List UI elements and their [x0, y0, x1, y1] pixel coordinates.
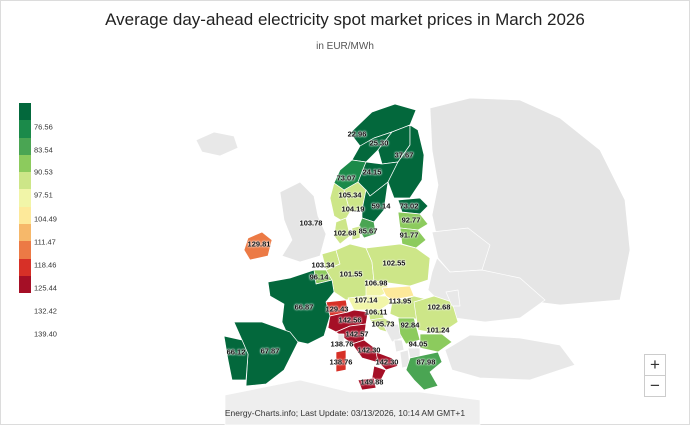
- price-label: 138.76: [329, 357, 353, 367]
- price-label: 92.77: [401, 215, 421, 225]
- legend-tick: 90.53: [34, 167, 53, 177]
- map-area-dk2: [351, 225, 361, 241]
- price-label: 142.56: [338, 315, 362, 325]
- price-label: 102.55: [382, 258, 406, 268]
- legend-tick: 111.47: [34, 237, 56, 247]
- price-label: 101.55: [339, 269, 363, 279]
- map-area-dk1: [333, 217, 351, 245]
- map-area-bg: [419, 333, 453, 353]
- price-label: 96.14: [309, 272, 329, 282]
- map-area-it-sicily: [357, 377, 377, 391]
- legend-tick: 132.42: [34, 306, 57, 316]
- map-area-pl: [365, 243, 431, 287]
- chart-subtitle: in EUR/MWh: [316, 41, 374, 52]
- footer-credit: Energy-Charts.info; Last Update: 03/13/2…: [224, 408, 466, 418]
- price-label: 87.98: [416, 357, 436, 367]
- legend-swatch: [19, 154, 31, 173]
- price-label: 102.68: [427, 302, 451, 312]
- legend-swatch: [19, 172, 31, 190]
- map-area-gb: [279, 181, 327, 263]
- map-area-ee: [397, 197, 429, 215]
- price-label: 91.77: [399, 230, 419, 240]
- price-label: 66.12: [226, 347, 246, 357]
- price-label: 22.96: [347, 129, 367, 139]
- price-label: 102.68: [333, 228, 357, 238]
- price-label: 101.24: [426, 325, 450, 335]
- legend-tick: 125.44: [34, 283, 57, 293]
- chart-title: Average day-ahead electricity spot marke…: [105, 10, 585, 29]
- price-label: 142.30: [375, 357, 399, 367]
- price-label: 113.95: [388, 296, 412, 306]
- price-label: 129.81: [247, 239, 271, 249]
- legend-swatch: [19, 189, 31, 207]
- price-label: 142.57: [345, 329, 369, 339]
- price-label: 105.73: [371, 319, 395, 329]
- map-area-iceland: [195, 131, 239, 157]
- price-label: 73.07: [336, 173, 356, 183]
- legend-tick: 104.49: [34, 214, 57, 224]
- price-label: 24.15: [362, 167, 382, 177]
- price-label: 37.67: [394, 150, 414, 160]
- legend-swatch: [19, 206, 31, 225]
- price-label: 106.11: [364, 307, 388, 317]
- map-area-it-south: [375, 351, 399, 371]
- price-label: 94.05: [408, 339, 428, 349]
- legend-tick: 139.40: [34, 329, 57, 339]
- map-area-me: [393, 339, 405, 353]
- map-area-rs: [397, 317, 421, 345]
- legend-swatch: [19, 137, 31, 155]
- legend-swatch: [19, 258, 31, 276]
- price-label: 67.87: [260, 346, 280, 356]
- map-area-it-cnorth: [335, 323, 367, 345]
- price-label: 59.14: [371, 201, 391, 211]
- map-area-turkey: [444, 334, 576, 381]
- price-label: 107.14: [354, 295, 378, 305]
- map-area-ro: [413, 295, 459, 335]
- legend-swatch: [19, 120, 31, 138]
- price-label: 149.88: [360, 377, 384, 387]
- map-area-lv: [397, 211, 429, 231]
- legend-swatch: [19, 275, 31, 294]
- legend-tick: 97.51: [34, 190, 53, 200]
- map-area-ie: [243, 231, 273, 261]
- map-area-corsica: [337, 333, 345, 347]
- map-area-sk: [381, 285, 415, 301]
- price-label: 103.78: [299, 218, 323, 228]
- map-area-north-africa: [224, 379, 481, 425]
- zoom-in-button[interactable]: +: [644, 354, 666, 376]
- price-label: 85.67: [358, 226, 378, 236]
- price-label: 106.98: [364, 278, 388, 288]
- legend-swatch: [19, 241, 31, 259]
- price-label: 105.34: [338, 190, 362, 200]
- legend-swatch: [19, 103, 31, 121]
- legend-tick: 83.54: [34, 145, 53, 155]
- map-area-it-sardinia: [335, 349, 347, 373]
- map-area-pt: [223, 335, 249, 381]
- price-label: 104.19: [341, 204, 365, 214]
- legend-tick: 118.46: [34, 260, 57, 270]
- map-area-fi: [387, 124, 425, 199]
- map-area-lt: [399, 227, 427, 249]
- price-label: 73.02: [399, 201, 419, 211]
- map-area-it-calabria: [371, 365, 387, 383]
- legend-tick: 76.56: [34, 122, 53, 132]
- map-area-md: [445, 289, 461, 307]
- map-area-se3: [361, 181, 389, 223]
- price-label: 103.34: [311, 260, 335, 270]
- price-label: 142.30: [357, 345, 381, 355]
- zoom-out-button[interactable]: −: [644, 375, 666, 397]
- price-label: 138.76: [330, 339, 354, 349]
- color-legend: [19, 103, 31, 294]
- price-label: 25.30: [369, 138, 389, 148]
- price-label: 92.84: [400, 320, 420, 330]
- map-area-gr: [405, 351, 443, 391]
- price-label: 129.43: [325, 304, 349, 314]
- price-label: 66.87: [294, 302, 314, 312]
- legend-swatch: [19, 224, 31, 242]
